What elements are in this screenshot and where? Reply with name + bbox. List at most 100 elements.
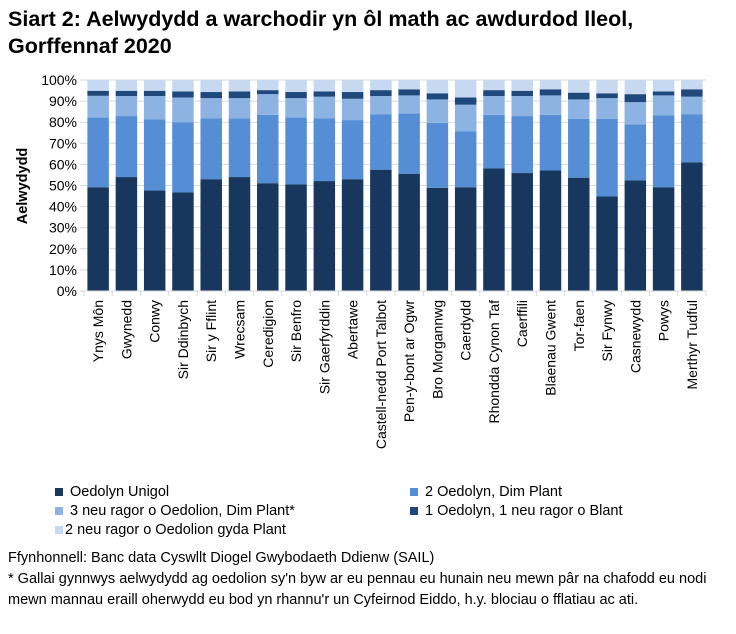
bar-segment-2 (454, 104, 477, 132)
bar-segment-4 (143, 80, 166, 91)
bar-segment-3 (313, 91, 336, 97)
bar-segment-2 (568, 99, 590, 119)
y-tick-label: 50% (49, 178, 77, 194)
bar-segment-3 (454, 97, 477, 105)
bar-segment-2 (426, 99, 449, 123)
bar-segment-1 (341, 120, 364, 180)
bar-segment-2 (596, 98, 618, 119)
x-tick-label: Caerffili (514, 300, 530, 347)
legend-swatch (55, 488, 63, 496)
y-axis-label: Aelwydydd (15, 148, 31, 225)
x-tick-label: Ynys Môn (90, 300, 106, 362)
bar-segment-0 (228, 177, 251, 291)
bar-segment-0 (257, 183, 279, 291)
bar-segment-3 (681, 89, 703, 97)
bar-segment-2 (115, 96, 138, 117)
bar-segment-4 (483, 80, 505, 91)
bar-segment-0 (454, 187, 477, 291)
bar-segment-1 (426, 122, 449, 188)
bar-segment-0 (568, 177, 590, 291)
bar-segment-4 (370, 80, 392, 91)
y-tick-label: 20% (49, 241, 77, 257)
bar-segment-2 (483, 96, 505, 115)
x-tick-label: Blaenau Gwent (543, 300, 559, 396)
bar-segment-2 (341, 98, 364, 121)
bar-segment-3 (539, 89, 562, 96)
legend-label: Oedolyn Unigol (70, 484, 170, 500)
bar-segment-4 (285, 80, 307, 93)
bar-segment-0 (483, 168, 505, 291)
y-tick-label: 60% (49, 156, 77, 172)
x-tick-label: Castell-nedd Port Talbot (373, 300, 389, 449)
bar-segment-4 (652, 80, 675, 92)
bar-segment-2 (370, 96, 392, 115)
bar-segment-1 (511, 116, 533, 174)
source-note: Ffynhonnell: Banc data Cyswllt Diogel Gw… (8, 550, 435, 566)
bar-segment-4 (257, 80, 279, 91)
bar-segment-0 (200, 179, 222, 291)
bar-segment-3 (398, 89, 420, 96)
bar-segment-2 (87, 95, 109, 118)
bar-segment-2 (511, 96, 533, 117)
bar-segment-2 (200, 98, 222, 119)
y-tick-label: 0% (57, 283, 77, 299)
bar-segment-2 (624, 102, 647, 125)
x-tick-label: Sir Benfro (288, 300, 304, 362)
y-tick-label: 70% (49, 135, 77, 151)
bar-segment-0 (426, 187, 449, 291)
legend-swatch (55, 507, 63, 515)
bar-segment-3 (200, 92, 222, 99)
bar-segment-1 (568, 118, 590, 178)
y-tick-label: 80% (49, 114, 77, 130)
legend: Oedolyn Unigol 2 Oedolyn, Dim Plant 3 ne… (0, 484, 736, 544)
footnote: * Gallai gynnwys aelwydydd ag oedolion s… (8, 571, 707, 608)
bar-segment-0 (370, 169, 392, 291)
bar-segment-1 (87, 117, 109, 188)
bar-segment-0 (285, 184, 307, 291)
bar-segment-0 (313, 181, 336, 291)
bar-segment-3 (483, 90, 505, 97)
x-tick-label: Ceredigion (260, 300, 276, 368)
legend-item-1-oedolyn-plant: 1 Oedolyn, 1 neu ragor o Blant (410, 503, 623, 519)
y-tick-label: 100% (41, 72, 77, 88)
bar-segment-4 (681, 80, 703, 90)
bar-segment-1 (285, 117, 307, 185)
bar-segment-1 (681, 114, 703, 163)
bar-segment-3 (285, 92, 307, 99)
bar-segment-4 (624, 80, 647, 95)
x-tick-label: Sir Gaerfyrddin (316, 300, 332, 394)
bar-segment-4 (596, 80, 618, 94)
bar-segment-1 (370, 114, 392, 170)
bar-segment-1 (257, 114, 279, 184)
bar-segment-4 (200, 80, 222, 93)
bar-segment-2 (172, 97, 194, 123)
legend-item-oedolyn-unigol: Oedolyn Unigol (55, 484, 169, 500)
bar-segment-3 (172, 91, 194, 98)
bar-segment-4 (87, 80, 109, 91)
bar-segment-2 (257, 94, 279, 115)
x-tick-label: Abertawe (345, 300, 361, 359)
bar-segment-1 (313, 118, 336, 182)
bar-segment-1 (652, 115, 675, 188)
bar-segment-1 (200, 118, 222, 180)
bar-segment-3 (87, 90, 109, 96)
bar-segment-4 (313, 80, 336, 92)
y-tick-label: 30% (49, 220, 77, 236)
bar-segment-3 (341, 92, 364, 99)
y-tick-label: 90% (49, 93, 77, 109)
bar-segment-2 (539, 95, 562, 115)
legend-item-2-neu-ragor-plant: 2 neu ragor o Oedolion gyda Plant (55, 522, 286, 538)
bar-segment-0 (652, 187, 675, 291)
bar-segment-3 (511, 90, 533, 97)
y-tick-label: 40% (49, 199, 77, 215)
x-tick-label: Powys (656, 300, 672, 341)
x-tick-label: Sir Ddinbych (175, 300, 191, 379)
legend-label: 2 Oedolyn, Dim Plant (425, 484, 563, 500)
x-tick-label: Bro Morgannwg (429, 300, 445, 399)
bar-segment-4 (454, 80, 477, 98)
bar-segment-3 (143, 90, 166, 97)
bar-segment-4 (172, 80, 194, 92)
x-tick-label: Caerdydd (458, 300, 474, 361)
x-tick-label: Pen-y-bont ar Ogwr (401, 300, 417, 422)
bar-segment-1 (454, 131, 477, 188)
